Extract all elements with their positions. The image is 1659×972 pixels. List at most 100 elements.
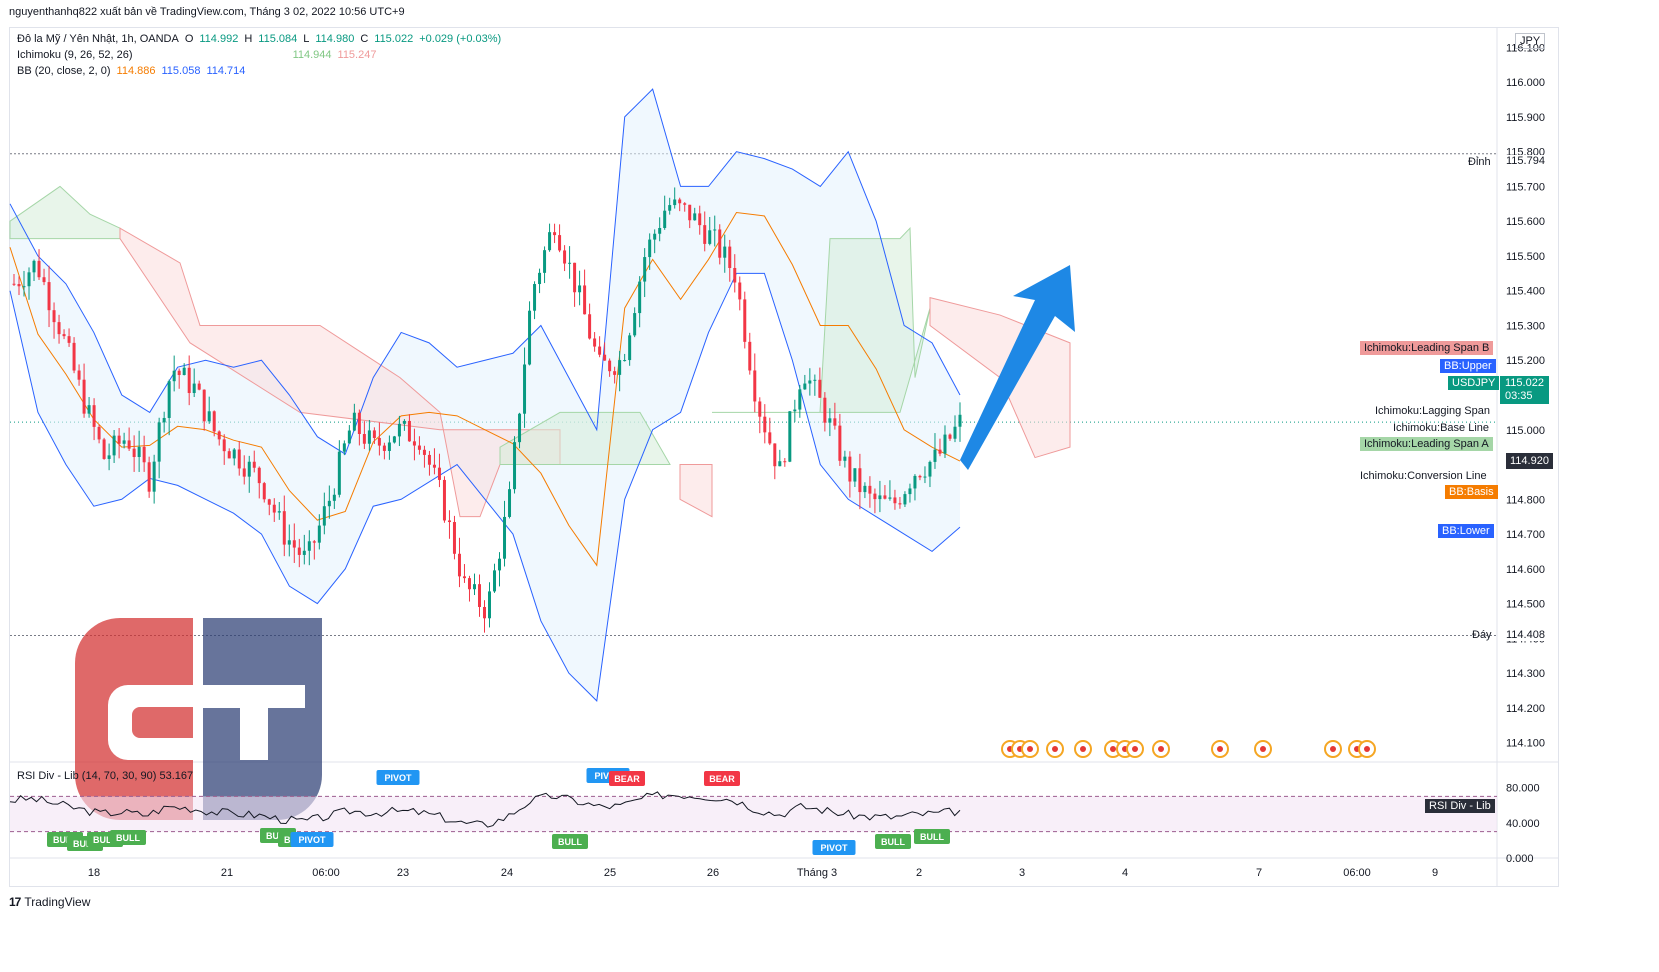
x-tick-label: Tháng 3 — [797, 867, 837, 879]
candle-body — [898, 503, 902, 505]
candle-body — [578, 285, 582, 293]
candle-body — [558, 235, 562, 251]
rsi-signal-label: BEAR — [709, 774, 735, 784]
x-tick-label: 06:00 — [1343, 867, 1371, 879]
candle-body — [758, 401, 762, 417]
rsi-signal-badge[interactable] — [552, 834, 588, 849]
rsi-signal-label: BULL — [73, 839, 97, 849]
candle-body — [252, 461, 256, 468]
candle-body — [277, 511, 281, 513]
candle-body — [603, 354, 607, 361]
candle-body — [397, 423, 401, 437]
rsi-line — [9, 791, 961, 828]
x-tick-label: 24 — [501, 867, 513, 879]
chart-frame[interactable] — [9, 27, 1559, 887]
usdjpy-tag: USDJPY — [1448, 376, 1500, 390]
candle-body — [72, 342, 76, 371]
candle-body — [77, 370, 81, 380]
candle-body — [563, 250, 567, 264]
candle-body — [723, 246, 727, 258]
candle-body — [282, 511, 286, 545]
candle-body — [287, 540, 291, 545]
candle-body — [633, 313, 637, 336]
candle-body — [437, 467, 441, 480]
candle-body — [292, 540, 296, 548]
bb-basis-value: 114.886 — [116, 65, 156, 77]
candle-body — [668, 205, 672, 211]
trend-arrow-drawing[interactable] — [960, 265, 1075, 470]
event-dot-icon — [1052, 746, 1058, 752]
candle-body — [342, 443, 346, 452]
bb-lower-tag: BB:Lower — [1438, 524, 1494, 538]
candle-body — [888, 497, 892, 499]
candle-body — [427, 454, 431, 465]
candle-body — [272, 504, 276, 513]
candle-body — [312, 541, 316, 543]
rsi-signal-badge[interactable] — [376, 770, 420, 785]
candle-body — [377, 437, 381, 446]
rsi-signal-badge[interactable] — [914, 829, 950, 844]
x-tick-label: 21 — [221, 867, 233, 879]
candle-body — [933, 449, 937, 462]
candle-body — [848, 456, 852, 482]
candle-body — [783, 461, 787, 463]
candle-body — [247, 461, 251, 477]
currency-label[interactable]: JPY — [1515, 33, 1546, 49]
y-tick-label: 114.100 — [1506, 738, 1545, 750]
candle-body — [22, 286, 26, 288]
candle-body — [583, 285, 587, 315]
candle-body — [387, 442, 391, 451]
bb-basis-line — [9, 211, 961, 567]
rsi-signal-badge[interactable] — [110, 830, 146, 845]
candle-body — [37, 260, 41, 278]
candle-body — [538, 272, 542, 285]
rsi-signal-label: BEAR — [614, 774, 640, 784]
candle-body — [593, 338, 597, 347]
candle-body — [763, 416, 767, 433]
candle-body — [52, 310, 56, 323]
rsi-legend[interactable]: RSI Div - Lib (14, 70, 30, 90) 53.167 — [17, 770, 194, 782]
y-tick-label: 114.300 — [1506, 668, 1545, 680]
candle-body — [798, 389, 802, 410]
candle-body — [498, 558, 502, 571]
candle-body — [858, 468, 862, 493]
ichimoku-legend[interactable]: Ichimoku (9, 26, 52, 26) 114.944 115.247 — [17, 49, 382, 61]
candle-body — [928, 461, 932, 477]
y-tick-label: 114.200 — [1506, 703, 1545, 715]
candle-body — [743, 299, 747, 342]
candle-body — [948, 434, 952, 439]
rsi-signal-badge[interactable] — [609, 771, 645, 786]
rsi-signal-badge[interactable] — [812, 840, 856, 855]
candle-body — [337, 451, 341, 495]
rsi-signal-badge[interactable] — [290, 832, 334, 847]
candle-body — [202, 389, 206, 422]
rsi-signal-badge[interactable] — [875, 834, 911, 849]
candle-body — [738, 282, 742, 300]
candle-body — [688, 204, 692, 221]
candle-body — [352, 412, 356, 431]
candle-body — [908, 488, 912, 495]
candle-body — [192, 383, 196, 394]
rsi-band-fill — [10, 796, 1497, 832]
tradingview-footer[interactable]: 17 TradingView — [9, 895, 90, 909]
bb-lower-line — [9, 272, 961, 702]
candle-body — [177, 370, 181, 376]
candle-body — [818, 379, 822, 398]
rsi-tag: RSI Div - Lib — [1425, 799, 1495, 813]
candle-body — [242, 468, 246, 477]
candle-body — [903, 494, 907, 505]
candle-body — [503, 516, 507, 559]
candle-body — [442, 479, 446, 521]
bb-upper-tag: BB:Upper — [1440, 359, 1496, 373]
bb-legend[interactable]: BB (20, close, 2, 0) 114.886 115.058 114.71… — [17, 65, 251, 77]
candle-body — [262, 483, 266, 500]
event-dot-icon — [1110, 746, 1116, 752]
ichimoku-cloud-green — [9, 185, 121, 240]
leading-span-a-tag: Ichimoku:Leading Span A — [1360, 437, 1493, 451]
rsi-signal-badge[interactable] — [704, 771, 740, 786]
candle-body — [302, 550, 306, 555]
price-line-tag: 114.920 — [1506, 453, 1553, 469]
tradingview-logo-icon: 17 — [9, 895, 21, 909]
candle-body — [623, 360, 627, 362]
